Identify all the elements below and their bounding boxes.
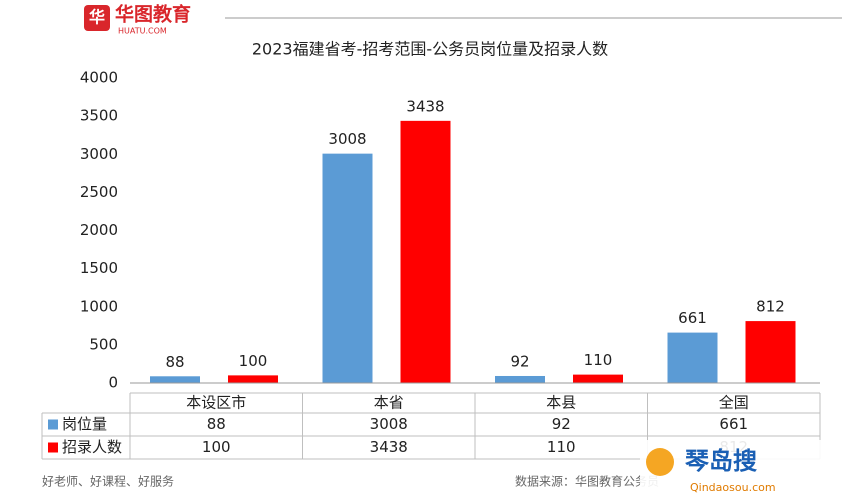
bar: [745, 321, 796, 383]
data-label: 100: [239, 352, 268, 370]
y-tick-label: 1000: [80, 297, 118, 315]
x-tick-label: 本设区市: [186, 394, 246, 412]
data-label: 110: [584, 351, 613, 369]
logo-glyph: 华: [89, 8, 105, 27]
bar: [228, 375, 278, 383]
bar: [495, 375, 545, 383]
bar: [573, 374, 623, 383]
table-cell: 92: [552, 415, 571, 433]
data-label: 3008: [328, 130, 366, 148]
table-cell: 110: [547, 438, 576, 456]
data-label: 812: [756, 298, 785, 316]
y-tick-label: 3500: [80, 107, 118, 125]
watermark-name: 琴岛搜: [685, 447, 757, 475]
x-tick-label: 本县: [546, 394, 576, 412]
legend-swatch: [48, 442, 58, 453]
legend-label: 岗位量: [62, 415, 107, 433]
bar: [400, 120, 451, 383]
y-tick-label: 3000: [80, 145, 118, 163]
logo-site: HUATU.COM: [118, 27, 167, 36]
watermark-icon: [646, 448, 674, 476]
watermark-site: Qindaosou.com: [690, 481, 776, 494]
bar: [667, 332, 718, 383]
footer-source: 数据来源：华图教育公务员: [515, 474, 659, 489]
table-cell: 88: [207, 415, 226, 433]
data-label: 92: [510, 352, 529, 370]
y-tick-label: 4000: [80, 69, 118, 87]
data-label: 661: [678, 309, 707, 327]
table-cell: 3438: [370, 438, 408, 456]
bar: [322, 153, 373, 383]
y-tick-label: 0: [108, 374, 118, 392]
footer-slogan: 好老师、好课程、好服务: [42, 474, 174, 489]
table-cell: 661: [719, 415, 748, 433]
data-label: 88: [165, 353, 184, 371]
y-tick-label: 2500: [80, 183, 118, 201]
chart-title: 2023福建省考-招考范围-公务员岗位量及招录人数: [252, 40, 608, 59]
y-tick-label: 1500: [80, 259, 118, 277]
x-tick-label: 本省: [374, 394, 404, 412]
data-label: 3438: [406, 97, 444, 115]
logo-icon: [84, 5, 110, 31]
y-tick-label: 2000: [80, 221, 118, 239]
watermark-bg: [640, 440, 855, 500]
legend-label: 招录人数: [62, 438, 122, 456]
table-cell: 3008: [370, 415, 408, 433]
x-tick-label: 全国: [719, 394, 749, 412]
table-cell: 100: [202, 438, 231, 456]
y-tick-label: 500: [89, 335, 118, 353]
logo-text: 华图教育: [115, 3, 191, 26]
bar: [150, 376, 200, 383]
legend-swatch: [48, 419, 58, 430]
